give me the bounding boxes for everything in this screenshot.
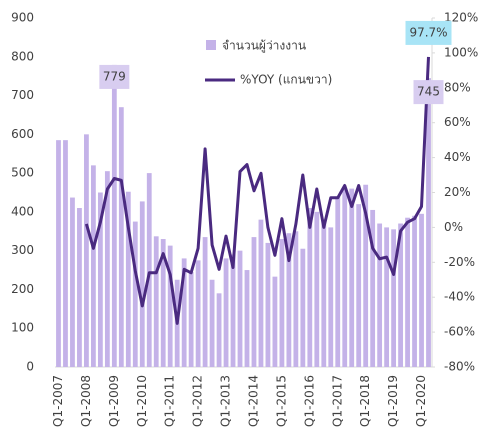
bar	[132, 221, 138, 367]
x-tick-label: Q1-2015	[274, 375, 288, 427]
y2-tick-label: 40%	[444, 150, 471, 164]
bar	[216, 293, 222, 367]
bar	[412, 215, 417, 367]
y-tick-label: 900	[11, 11, 34, 25]
bar	[384, 227, 390, 367]
bar	[328, 227, 334, 367]
legend-label: จำนวนผู้ว่างงาน	[222, 39, 306, 54]
bar	[202, 237, 208, 367]
bar	[258, 219, 264, 367]
x-tick-label: Q1-2012	[191, 375, 205, 427]
bar	[118, 107, 124, 367]
bar	[237, 250, 243, 367]
bar	[181, 258, 187, 367]
data-label: 97.7%	[409, 25, 447, 39]
bar	[279, 239, 285, 367]
bar	[77, 208, 82, 367]
legend-swatch	[206, 40, 216, 50]
y2-tick-label: -60%	[444, 325, 475, 339]
yoy-line	[84, 56, 430, 325]
bar	[139, 201, 145, 367]
x-tick-label: Q1-2014	[246, 375, 260, 427]
y2-tick-label: 20%	[444, 185, 471, 199]
x-tick-label: Q1-2008	[79, 375, 93, 427]
y2-tick-label: -40%	[444, 290, 475, 304]
bar	[265, 242, 271, 367]
bar	[230, 254, 236, 367]
x-tick-label: Q1-2009	[107, 375, 121, 427]
y2-tick-label: 120%	[444, 11, 478, 25]
y2-tick-label: 80%	[444, 80, 471, 94]
bar	[356, 204, 362, 367]
bar	[153, 236, 159, 367]
bar	[251, 237, 257, 367]
data-label-bg	[99, 64, 130, 89]
data-label: 779	[103, 69, 126, 83]
bar	[307, 208, 313, 367]
y2-tick-label: 0%	[444, 220, 463, 234]
bar	[70, 197, 75, 367]
bar	[377, 223, 383, 367]
bar	[391, 229, 397, 367]
bar	[125, 191, 131, 367]
data-label-bg	[413, 80, 444, 105]
data-label: 745	[417, 85, 440, 99]
x-tick-label: Q1-2018	[358, 375, 372, 427]
bar	[111, 64, 117, 367]
bar	[160, 239, 166, 367]
y-tick-label: 0	[26, 360, 34, 374]
bar	[321, 219, 327, 367]
y-tick-label: 500	[11, 166, 34, 180]
bar	[370, 209, 376, 367]
bar	[167, 245, 173, 367]
bar	[300, 248, 306, 367]
y-tick-label: 300	[11, 243, 34, 257]
x-tick-label: Q1-2010	[135, 375, 149, 427]
bar	[398, 223, 403, 367]
x-tick-label: Q1-2016	[302, 375, 316, 427]
y-tick-label: 700	[11, 88, 34, 102]
bar	[335, 196, 341, 367]
bar	[63, 140, 68, 367]
y2-tick-label: -20%	[444, 255, 475, 269]
bar	[286, 233, 292, 367]
x-tick-label: Q1-2017	[330, 375, 344, 427]
bar	[314, 211, 320, 367]
y-tick-label: 400	[11, 204, 34, 218]
bar	[56, 140, 61, 367]
y2-tick-label: 100%	[444, 45, 478, 59]
x-tick-label: Q1-2013	[219, 375, 233, 427]
bar	[90, 165, 96, 367]
y-tick-label: 600	[11, 127, 34, 141]
x-tick-label: Q1-2007	[51, 375, 65, 427]
bar	[426, 78, 431, 367]
bar	[419, 213, 424, 367]
y2-tick-label: 60%	[444, 115, 471, 129]
bar	[244, 270, 250, 367]
bar	[209, 279, 215, 367]
x-tick-label: Q1-2019	[386, 375, 400, 427]
bar	[223, 258, 229, 367]
bar	[272, 276, 278, 367]
bar	[84, 134, 89, 367]
y-tick-label: 800	[11, 49, 34, 63]
bar	[293, 231, 299, 367]
y2-tick-label: -80%	[444, 360, 475, 374]
bar	[104, 171, 110, 367]
bar	[195, 260, 201, 367]
y-tick-label: 200	[11, 282, 34, 296]
bar	[97, 192, 103, 367]
bar	[146, 173, 152, 367]
bar	[349, 188, 355, 367]
y-tick-label: 100	[11, 321, 34, 335]
bar	[363, 184, 369, 367]
bar	[342, 188, 348, 367]
bar	[405, 217, 410, 367]
x-tick-label: Q1-2020	[414, 375, 428, 427]
x-tick-label: Q1-2011	[163, 375, 177, 427]
data-label-bg	[405, 20, 452, 45]
legend-label: %YOY (แกนขวา)	[240, 73, 332, 87]
bar	[188, 271, 194, 367]
